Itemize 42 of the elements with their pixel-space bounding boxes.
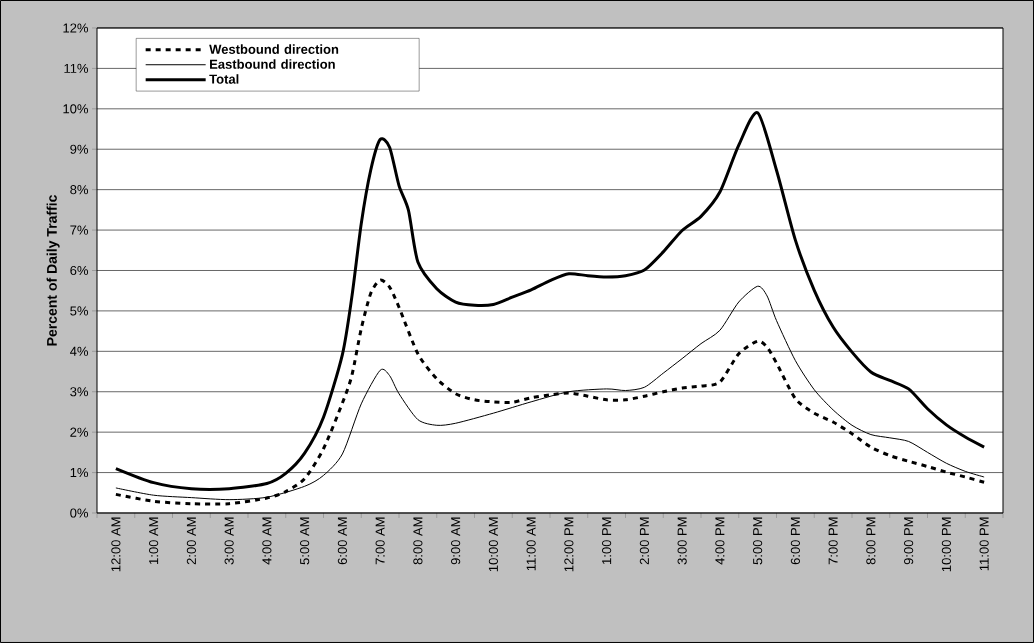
x-tick-label: 10:00 AM bbox=[488, 517, 498, 572]
x-tick-label: 12:00 PM bbox=[564, 517, 574, 572]
x-tick-label: 8:00 PM bbox=[866, 517, 876, 565]
y-tick-label: 0% bbox=[70, 508, 89, 518]
y-tick-label: 9% bbox=[70, 144, 89, 154]
x-tick-label: 7:00 AM bbox=[375, 517, 385, 565]
x-tick-label: 9:00 AM bbox=[451, 517, 461, 565]
legend-label: Westbound direction bbox=[209, 44, 339, 54]
x-tick-label: 8:00 AM bbox=[413, 517, 423, 565]
y-tick-label: 5% bbox=[70, 306, 89, 316]
y-tick-label: 11% bbox=[64, 63, 89, 73]
x-tick-label: 12:00 AM bbox=[111, 517, 121, 572]
y-tick-label: 10% bbox=[63, 104, 89, 114]
x-tick-label: 9:00 PM bbox=[904, 517, 914, 565]
x-tick-label: 5:00 AM bbox=[300, 517, 310, 565]
x-tick-label: 3:00 AM bbox=[224, 517, 234, 565]
y-tick-label: 2% bbox=[70, 427, 89, 437]
x-tick-label: 11:00 PM bbox=[979, 517, 989, 571]
x-tick-label: 11:00 AM bbox=[526, 517, 536, 571]
y-tick-label: 6% bbox=[70, 265, 89, 276]
x-tick-label: 4:00 PM bbox=[715, 517, 725, 565]
x-tick-label: 2:00 PM bbox=[639, 517, 649, 565]
legend-label: Eastbound direction bbox=[210, 59, 335, 69]
x-tick-label: 2:00 AM bbox=[186, 517, 196, 565]
x-tick-label: 7:00 PM bbox=[828, 517, 838, 565]
x-tick-label: 6:00 AM bbox=[337, 517, 347, 565]
line-series bbox=[114, 111, 986, 491]
x-tick-label: 1:00 PM bbox=[602, 517, 612, 564]
x-tick-label: 5:00 PM bbox=[753, 517, 763, 565]
y-tick-label: 1% bbox=[70, 468, 89, 478]
y-tick-label: 12% bbox=[63, 23, 89, 33]
x-tick-label: 10:00 PM bbox=[941, 517, 951, 572]
x-tick-label: 3:00 PM bbox=[677, 517, 687, 565]
x-tick-label: 1:00 AM bbox=[149, 517, 159, 564]
y-axis-title: Percent of Daily Traffic bbox=[46, 195, 60, 346]
y-tick-label: 4% bbox=[70, 346, 89, 356]
x-tick-label: 6:00 PM bbox=[790, 517, 800, 565]
legend-label: Total bbox=[209, 74, 239, 84]
y-tick-label: 7% bbox=[70, 225, 89, 235]
y-tick-label: 8% bbox=[70, 185, 89, 195]
x-tick-label: 4:00 AM bbox=[262, 517, 272, 565]
y-tick-label: 3% bbox=[70, 387, 89, 397]
